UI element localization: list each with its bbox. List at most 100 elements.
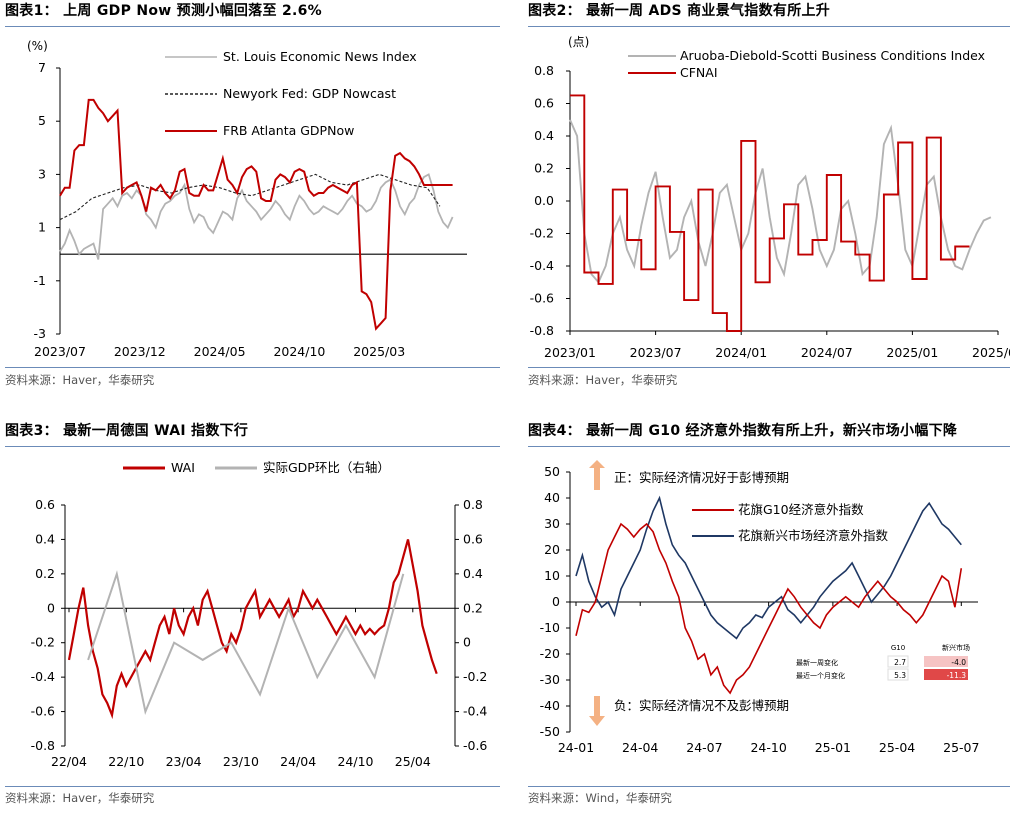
series-line	[59, 98, 453, 331]
source-text: 资料来源：Haver，华泰研究	[5, 791, 155, 805]
series-line	[570, 94, 970, 332]
series-line	[59, 173, 441, 221]
source-text: 资料来源：Wind，华泰研究	[528, 791, 672, 805]
source-text: 资料来源：Haver，华泰研究	[5, 373, 155, 387]
chart-title: 图表2： 最新一周 ADS 商业景气指数有所上升	[528, 3, 831, 19]
y-tick-label: 0.2	[534, 161, 554, 176]
annotation-positive: 正：实际经济情况好于彭博预期	[614, 470, 789, 485]
title-rule	[5, 26, 500, 27]
y-tick-label: -0.4	[31, 669, 55, 684]
legend-label: 实际GDP环比（右轴）	[263, 460, 390, 475]
y-tick-label: 0.2	[35, 566, 55, 581]
chart-panel-1: 图表1： 上周 GDP Now 预测小幅回落至 2.6% (%) 7 5 3 1 -1 -3…	[5, 0, 500, 395]
table-cell-em	[924, 669, 968, 680]
y-tick-label: 20	[544, 542, 560, 557]
y-tick-label: -10	[540, 620, 560, 635]
y-tick-label: -0.8	[31, 738, 55, 753]
y-tick-label: -0.2	[31, 635, 55, 650]
y-tick-label: 0.4	[35, 531, 55, 546]
x-tick-label: 2023/12	[114, 344, 166, 359]
series-line	[569, 119, 992, 285]
x-tick-label: 24/04	[280, 754, 316, 769]
x-tick-label: 2025/07	[972, 345, 1010, 360]
x-tick-label: 25-07	[943, 740, 979, 755]
table-value-g10: 5.3	[894, 671, 906, 680]
table-header: 新兴市场	[942, 643, 970, 652]
x-tick-label: 2024/05	[194, 344, 246, 359]
y-tick-label: -30	[540, 672, 560, 687]
table-cell-em	[924, 656, 968, 667]
footer-rule	[528, 367, 1010, 368]
y-tick-label: 40	[544, 490, 560, 505]
y-tick-label: -0.2	[530, 226, 554, 241]
y-tick-label: -50	[540, 724, 560, 739]
y-unit-label: (%)	[27, 39, 48, 53]
table-value-em: -11.3	[947, 671, 967, 680]
x-tick-label: 25/04	[395, 754, 431, 769]
y2-tick-label: -0.2	[463, 669, 487, 684]
source-text: 资料来源：Haver，华泰研究	[528, 373, 678, 387]
table-row-label: 最新一周变化	[796, 658, 838, 667]
y-tick-label: -40	[540, 698, 560, 713]
chart-svg: 0.6 0.4 0.2 0 -0.2 -0.4 -0.6 -0.8 0.8 0.6 0.4 0.2 0 -…	[31, 460, 488, 769]
x-tick-label: 24-01	[558, 740, 594, 755]
y-unit-label: (点)	[568, 35, 589, 49]
x-tick-label: 25-01	[815, 740, 851, 755]
legend-label: CFNAI	[680, 65, 718, 80]
table-value-em: -4.0	[951, 658, 966, 667]
y2-tick-label: 0.6	[463, 531, 483, 546]
chart-panel-3: 图表3： 最新一周德国 WAI 指数下行 0.6 0.4 0.2 0 -0.2 -0.4 -…	[5, 420, 500, 813]
x-tick-label: 23/04	[166, 754, 202, 769]
legend-label: 花旗新兴市场经济意外指数	[738, 528, 889, 543]
y2-tick-label: -0.6	[463, 738, 487, 753]
y-tick-label: 0.0	[534, 193, 554, 208]
legend-label: St. Louis Economic News Index	[223, 49, 417, 64]
chart-panel-4: 图表4： 最新一周 G10 经济意外指数有所上升，新兴市场小幅下降 50 40 30…	[528, 420, 1010, 813]
series-line	[575, 495, 962, 640]
y2-tick-label: -0.4	[463, 704, 487, 719]
down-arrow-icon	[589, 696, 605, 726]
y-tick-label: 1	[38, 220, 46, 235]
footer-rule	[5, 367, 500, 368]
legend-label: WAI	[171, 460, 195, 475]
y-tick-label: 3	[38, 166, 46, 181]
series-line	[575, 522, 963, 695]
table-cell-g10	[887, 655, 909, 668]
y-tick-label: 0.6	[35, 497, 55, 512]
title-rule	[5, 446, 500, 447]
y-tick-label: 30	[544, 516, 560, 531]
legend-label: FRB Atlanta GDPNow	[223, 123, 354, 138]
x-tick-label: 22/10	[108, 754, 144, 769]
y2-tick-label: 0.8	[463, 497, 483, 512]
series-line	[87, 570, 405, 715]
chart-panel-2: 图表2： 最新一周 ADS 商业景气指数有所上升 (点) 0.8 0.6 0.4 0.2…	[528, 0, 1010, 395]
chart-title: 图表3： 最新一周德国 WAI 指数下行	[5, 423, 249, 439]
series-line	[67, 539, 438, 720]
y-tick-label: -3	[34, 326, 46, 341]
y2-tick-label: 0.2	[463, 600, 483, 615]
y-tick-label: 7	[38, 60, 46, 75]
x-tick-label: 2024/01	[715, 345, 767, 360]
table-value-g10: 2.7	[894, 658, 906, 667]
x-tick-label: 2024/07	[801, 345, 853, 360]
series-line	[59, 173, 454, 260]
y-tick-label: -0.4	[530, 258, 554, 273]
y-tick-label: -20	[540, 646, 560, 661]
y-tick-label: -0.6	[530, 291, 554, 306]
up-arrow-icon	[589, 460, 605, 490]
x-tick-label: 2025/03	[353, 344, 405, 359]
legend-label: 花旗G10经济意外指数	[738, 502, 864, 517]
x-tick-label: 2024/10	[273, 344, 325, 359]
chart-svg: (%) 7 5 3 1 -1 -3 2023/07 2023/12 2024/05 2024/10 2…	[27, 39, 467, 359]
annotation-negative: 负：实际经济情况不及彭博预期	[614, 698, 789, 713]
title-rule	[528, 26, 1010, 27]
chart-title: 图表4： 最新一周 G10 经济意外指数有所上升，新兴市场小幅下降	[528, 423, 958, 439]
chart-title: 图表1： 上周 GDP Now 预测小幅回落至 2.6%	[5, 3, 322, 19]
title-rule	[528, 446, 1010, 447]
legend-label: Newyork Fed: GDP Nowcast	[223, 86, 396, 101]
x-tick-label: 2025/01	[886, 345, 938, 360]
y-tick-label: -1	[34, 273, 46, 288]
y-tick-label: -0.8	[530, 323, 554, 338]
x-tick-label: 2023/07	[630, 345, 682, 360]
